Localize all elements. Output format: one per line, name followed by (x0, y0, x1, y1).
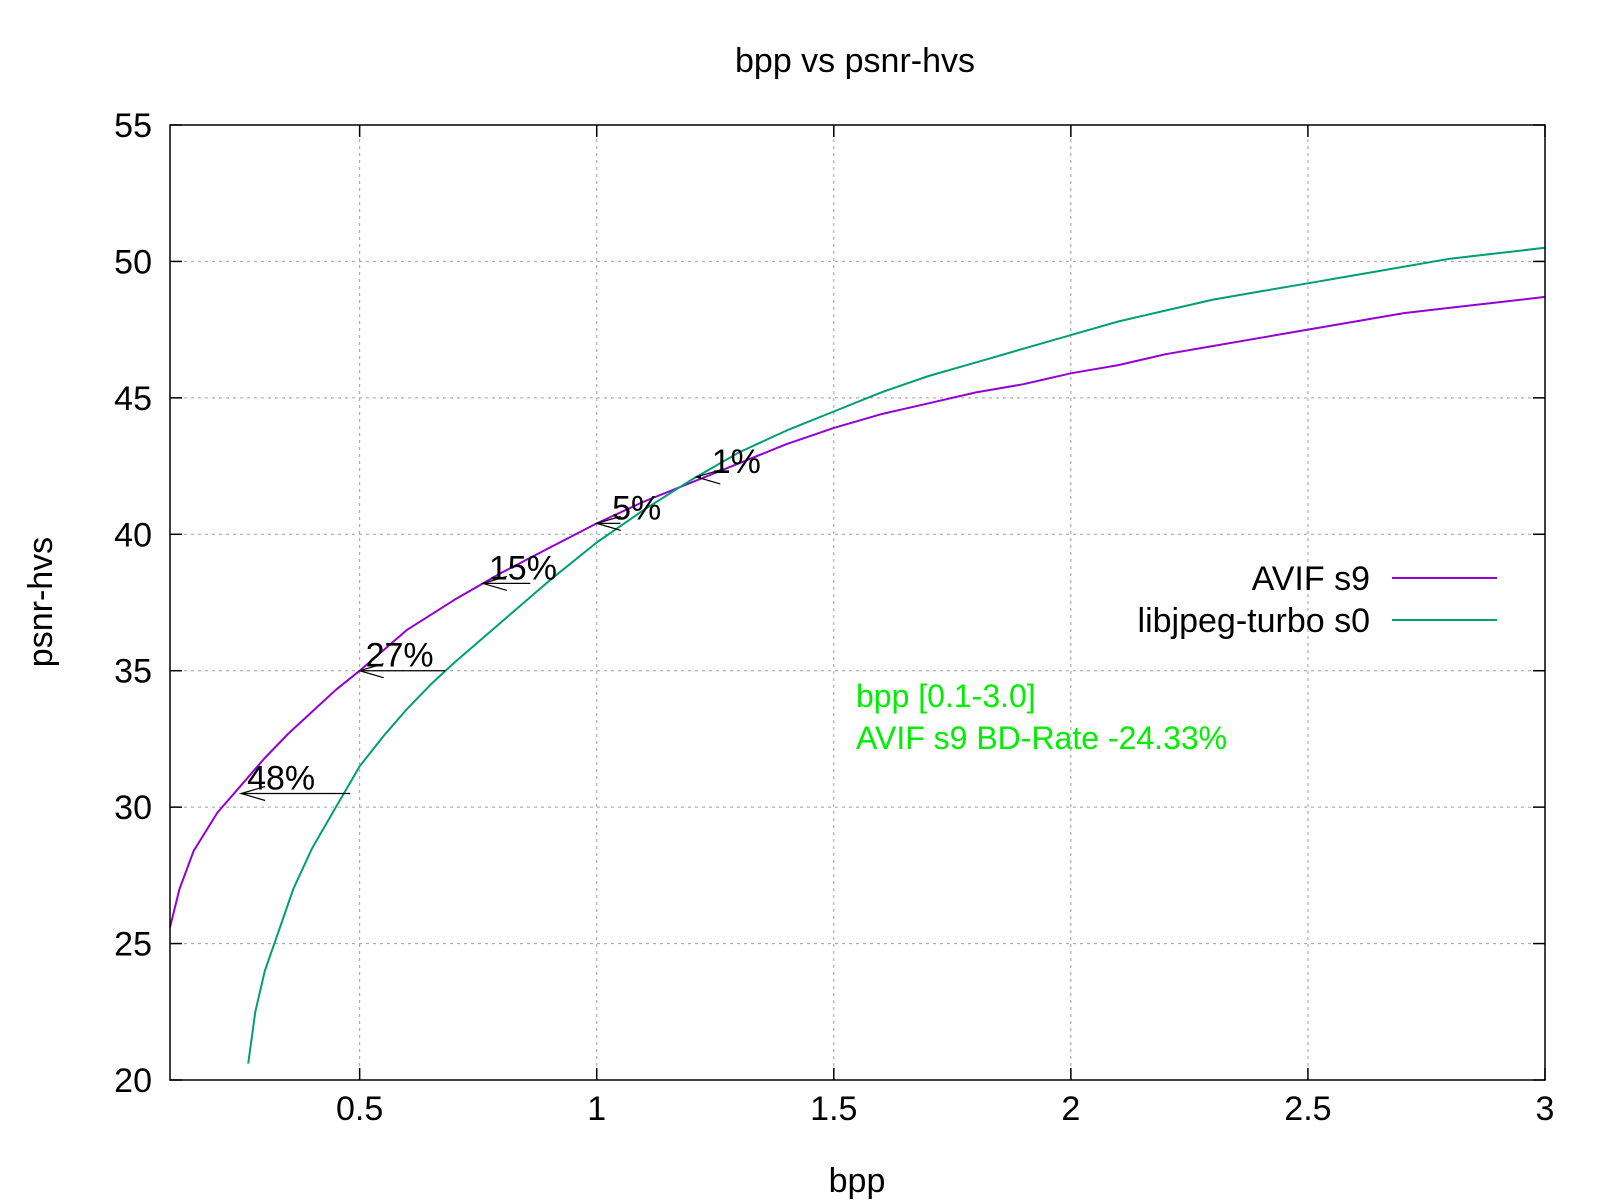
y-tick-label: 20 (114, 1062, 152, 1100)
annotation-arrowhead (357, 663, 384, 679)
series-line-1 (247, 246, 1546, 1064)
x-tick-label: 2.5 (1284, 1090, 1331, 1128)
annotation-label: 27% (366, 637, 434, 675)
series-layer (169, 246, 1546, 1064)
legend-label: AVIF s9 (1252, 560, 1370, 598)
y-tick-label: 50 (114, 243, 152, 281)
x-axis-title: bpp (829, 1162, 886, 1200)
annotation-arrowhead (480, 575, 508, 591)
x-tick-label: 3 (1536, 1090, 1555, 1128)
annotation-arrowhead (238, 785, 266, 802)
x-tick-label: 0.5 (336, 1090, 383, 1128)
y-tick-label: 55 (114, 107, 152, 145)
annotations: 48% 27% 15% 5% 1% (238, 443, 761, 802)
y-axis-title: psnr-hvs (22, 537, 60, 667)
annotation-arrowhead (594, 515, 621, 531)
annotation-label: 48% (247, 760, 315, 798)
annotation-label: 15% (489, 549, 557, 587)
y-tick-label: 35 (114, 653, 152, 691)
x-tick-label: 2 (1061, 1090, 1080, 1128)
y-tick-label: 40 (114, 516, 152, 554)
grid (170, 125, 1545, 1080)
plot-frame (169, 124, 1546, 1081)
info-box: bpp [0.1-3.0] AVIF s9 BD-Rate -24.33% (856, 678, 1227, 756)
x-tick-label: 1 (587, 1090, 606, 1128)
annotation-arrowhead (694, 469, 721, 485)
y-tick-label: 45 (114, 380, 152, 418)
y-tick-label: 30 (114, 789, 152, 827)
annotation-label: 1% (712, 443, 761, 481)
legend-label: libjpeg-turbo s0 (1138, 602, 1370, 640)
annotation-label: 5% (612, 489, 661, 527)
info-line: bpp [0.1-3.0] (856, 678, 1036, 714)
chart-title: bpp vs psnr-hvs (735, 42, 975, 80)
y-tick-label: 25 (114, 926, 152, 964)
info-line: AVIF s9 BD-Rate -24.33% (856, 720, 1227, 756)
axis-ticks: 0.5 1 1.5 2 2.5 3 20 25 30 35 40 45 50 55 (114, 107, 1554, 1128)
x-tick-label: 1.5 (810, 1090, 857, 1128)
legend: AVIF s9 libjpeg-turbo s0 (1138, 560, 1497, 640)
series-line-0 (169, 295, 1546, 928)
